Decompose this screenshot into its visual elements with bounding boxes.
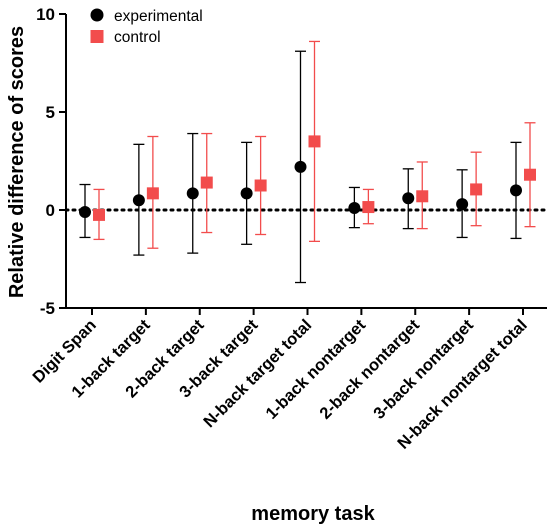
legend-marker-control: [90, 30, 104, 43]
point-experimental: [294, 160, 307, 173]
point-control: [416, 190, 429, 203]
y-tick-label: 5: [46, 103, 55, 122]
x-axis-title: memory task: [251, 503, 375, 525]
point-experimental: [510, 184, 522, 197]
markers-layer: [79, 135, 536, 221]
legend: experimental control: [90, 8, 203, 46]
y-tick-label: 10: [36, 5, 55, 24]
point-control: [254, 179, 267, 192]
point-experimental: [186, 187, 199, 200]
x-tick-label: 3-back nontarget: [370, 316, 477, 423]
point-control: [200, 176, 213, 189]
point-experimental: [132, 194, 145, 207]
point-experimental: [79, 205, 91, 218]
y-tick-label: -5: [40, 299, 55, 318]
x-tick-label: 2-back nontarget: [316, 316, 423, 423]
point-experimental: [240, 187, 253, 200]
point-experimental: [402, 192, 415, 205]
point-control: [362, 201, 375, 214]
y-tick-label: 0: [46, 201, 55, 220]
point-experimental: [348, 202, 361, 215]
y-axis-title: Relative difference of scores: [6, 26, 28, 298]
axes: [59, 13, 547, 315]
point-control: [524, 168, 536, 181]
error-bars-layer: [79, 40, 536, 284]
legend-label-control: control: [114, 29, 161, 46]
x-tick-label: 1-back nontarget: [262, 316, 369, 423]
point-experimental: [456, 198, 469, 211]
legend-marker-experimental: [90, 8, 104, 22]
point-control: [470, 183, 483, 196]
point-control: [93, 208, 105, 221]
legend-label-experimental: experimental: [114, 8, 203, 25]
point-control: [146, 187, 159, 200]
point-control: [308, 135, 321, 148]
